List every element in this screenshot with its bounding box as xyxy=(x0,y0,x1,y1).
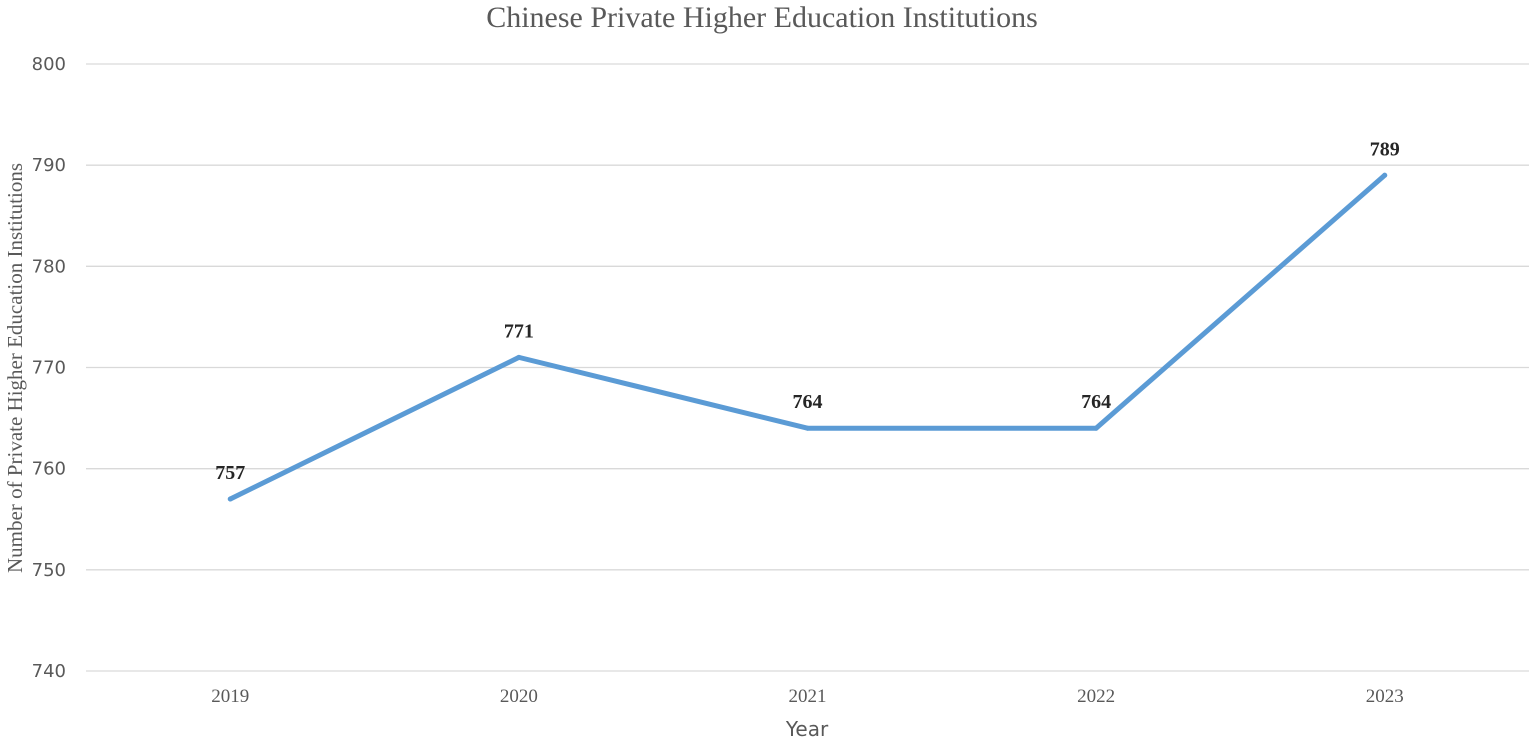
data-point xyxy=(1093,425,1099,431)
y-axis-label: Number of Private Higher Education Insti… xyxy=(3,163,27,573)
y-tick-label: 790 xyxy=(32,155,66,176)
x-tick-label: 2022 xyxy=(1077,686,1115,707)
chart-title: Chinese Private Higher Education Institu… xyxy=(486,1,1038,34)
y-tick-label: 780 xyxy=(32,256,66,277)
y-axis-ticks: 740 750 760 770 780 790 800 xyxy=(32,54,66,682)
x-tick-label: 2021 xyxy=(789,686,827,707)
data-point xyxy=(227,496,233,502)
data-point xyxy=(516,354,522,360)
data-label: 789 xyxy=(1370,138,1400,160)
x-tick-label: 2019 xyxy=(211,686,249,707)
series-line xyxy=(227,172,1388,502)
y-tick-label: 750 xyxy=(32,560,66,581)
data-point xyxy=(805,425,810,431)
y-tick-label: 740 xyxy=(32,661,66,682)
x-tick-label: 2020 xyxy=(500,686,538,707)
data-label: 764 xyxy=(1081,391,1111,413)
x-tick-label: 2023 xyxy=(1366,686,1404,707)
data-point xyxy=(1382,172,1388,178)
series-layer xyxy=(227,172,1388,502)
data-label: 771 xyxy=(504,320,534,342)
y-tick-label: 770 xyxy=(32,358,66,379)
data-labels: 757 771 764 764 789 xyxy=(215,138,1399,484)
data-label: 764 xyxy=(793,391,823,413)
data-label: 757 xyxy=(215,462,245,484)
x-axis-ticks: 2019 2020 2021 2022 2023 xyxy=(211,686,1403,707)
y-tick-label: 800 xyxy=(32,54,66,75)
gridlines xyxy=(86,63,1529,672)
x-axis-label: Year xyxy=(785,717,829,741)
y-tick-label: 760 xyxy=(32,459,66,480)
